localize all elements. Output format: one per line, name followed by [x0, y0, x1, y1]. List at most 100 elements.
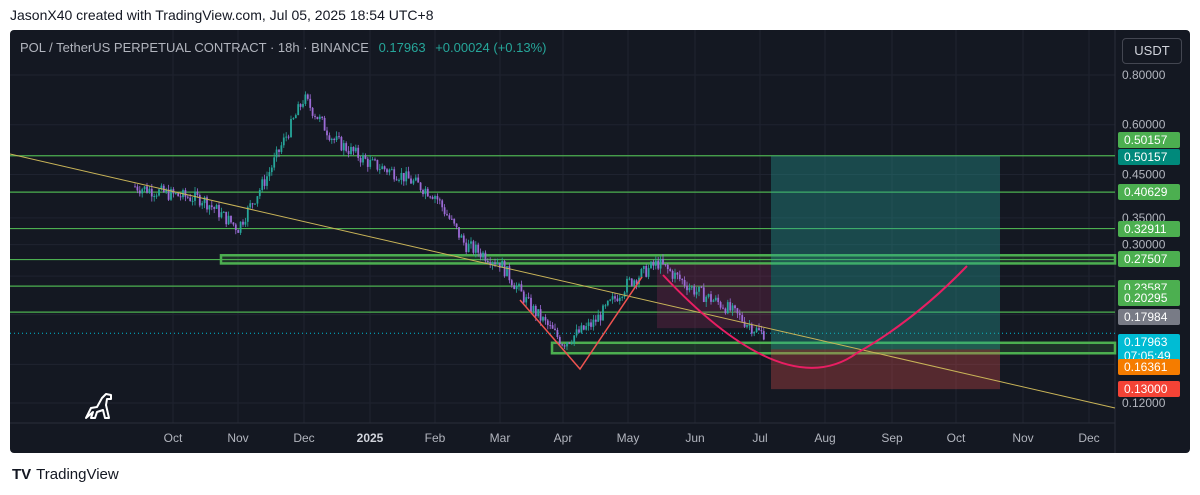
candle-body — [482, 252, 484, 258]
candle — [578, 326, 580, 334]
price-label-text: 0.13000 — [1124, 382, 1168, 396]
price-tick: 0.60000 — [1122, 118, 1166, 132]
candle — [738, 309, 741, 320]
candle — [544, 314, 547, 325]
candle — [376, 159, 379, 172]
symbol-title[interactable]: POL / TetherUS PERPETUAL CONTRACT · 18h … — [20, 40, 369, 55]
candle — [244, 217, 247, 228]
candle — [498, 262, 501, 272]
candle — [294, 113, 297, 119]
candle-body — [146, 186, 148, 193]
price-label-text: 0.32911 — [1124, 222, 1167, 236]
candle — [489, 257, 492, 268]
candle-body — [407, 171, 410, 179]
candle — [395, 176, 398, 181]
price-tick: 0.12000 — [1122, 396, 1166, 410]
candle — [146, 182, 148, 194]
candle — [580, 322, 583, 334]
candle — [285, 132, 288, 142]
candle-body — [551, 325, 554, 329]
price-label-text: 0.50157 — [1124, 150, 1168, 164]
candle-body — [203, 197, 206, 204]
candle-body — [338, 136, 340, 138]
tradingview-logo[interactable]: TV TradingView — [12, 466, 119, 483]
price-chart[interactable]: Oct Nov Dec 2025 Feb Mar Apr May Jun Jul Aug Sep Oct… — [10, 30, 1190, 453]
candle-body — [311, 107, 314, 116]
candle-body — [614, 296, 616, 299]
candle-body — [371, 159, 374, 161]
candle-body — [554, 328, 556, 330]
candle — [251, 202, 254, 209]
candle — [714, 295, 717, 302]
candle-body — [630, 278, 633, 286]
candle — [225, 211, 228, 228]
candle-body — [398, 179, 400, 181]
candle — [520, 280, 523, 292]
candle-body — [184, 190, 187, 197]
candle-body — [621, 296, 624, 298]
candle-body — [306, 94, 309, 99]
candle — [748, 320, 751, 331]
candle — [465, 238, 468, 255]
price-label-take-profit: 0.50157 — [1118, 149, 1180, 165]
price-label-text: 0.17984 — [1124, 310, 1168, 324]
candle-body — [698, 286, 700, 292]
candle — [297, 101, 300, 116]
candle — [530, 294, 532, 314]
candle-body — [568, 342, 571, 344]
candle — [153, 193, 156, 202]
price-tick: 0.30000 — [1122, 238, 1166, 252]
candle — [621, 295, 624, 302]
candle — [160, 183, 163, 191]
candle — [167, 184, 170, 202]
candle — [669, 267, 672, 272]
candle-body — [628, 278, 631, 280]
candle — [261, 176, 264, 193]
candle-body — [191, 200, 194, 202]
candle — [650, 260, 652, 270]
currency-button[interactable]: USDT — [1122, 38, 1182, 64]
candle-body — [222, 211, 225, 213]
candle — [218, 201, 220, 221]
candle-body — [498, 262, 501, 268]
candle-body — [662, 258, 664, 265]
candle — [287, 134, 290, 140]
candle-body — [714, 297, 717, 301]
candle — [590, 319, 592, 330]
candle-body — [760, 330, 763, 332]
dino-icon[interactable] — [82, 388, 116, 422]
candle-body — [666, 264, 669, 270]
candle — [311, 107, 314, 119]
candle-body — [266, 176, 268, 186]
candle-body — [712, 300, 715, 302]
candle — [705, 295, 708, 307]
symbol-legend: POL / TetherUS PERPETUAL CONTRACT · 18h … — [20, 40, 547, 55]
candle — [460, 233, 463, 238]
candle-body — [453, 218, 456, 224]
candle-body — [441, 200, 444, 208]
candle — [354, 144, 357, 154]
candle-body — [527, 297, 530, 299]
candle-body — [141, 189, 144, 194]
candle — [563, 344, 566, 349]
price-label-level: 0.40629 — [1118, 184, 1180, 200]
candle — [347, 146, 350, 158]
chart-panel[interactable]: Oct Nov Dec 2025 Feb Mar Apr May Jun Jul Aug Sep Oct… — [10, 30, 1190, 453]
candle-body — [731, 305, 734, 311]
candle-body — [616, 298, 619, 302]
candle — [453, 218, 456, 226]
candle-body — [460, 235, 463, 238]
candle — [666, 263, 669, 274]
candle-body — [165, 189, 168, 193]
candle — [594, 315, 597, 326]
candle-body — [729, 302, 732, 311]
candle — [719, 300, 722, 310]
candle — [746, 324, 748, 329]
candle — [138, 186, 141, 197]
candle — [256, 196, 259, 207]
candle-body — [472, 241, 475, 253]
candle-body — [717, 297, 720, 303]
candle — [508, 263, 511, 284]
candle — [722, 304, 724, 310]
candle-body — [518, 284, 520, 286]
